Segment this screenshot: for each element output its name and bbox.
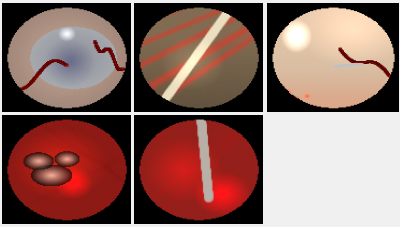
Text: D: D <box>4 119 12 129</box>
Text: A: A <box>4 9 12 19</box>
Text: B: B <box>137 9 144 19</box>
Text: C: C <box>269 9 276 19</box>
Text: E: E <box>137 119 144 129</box>
